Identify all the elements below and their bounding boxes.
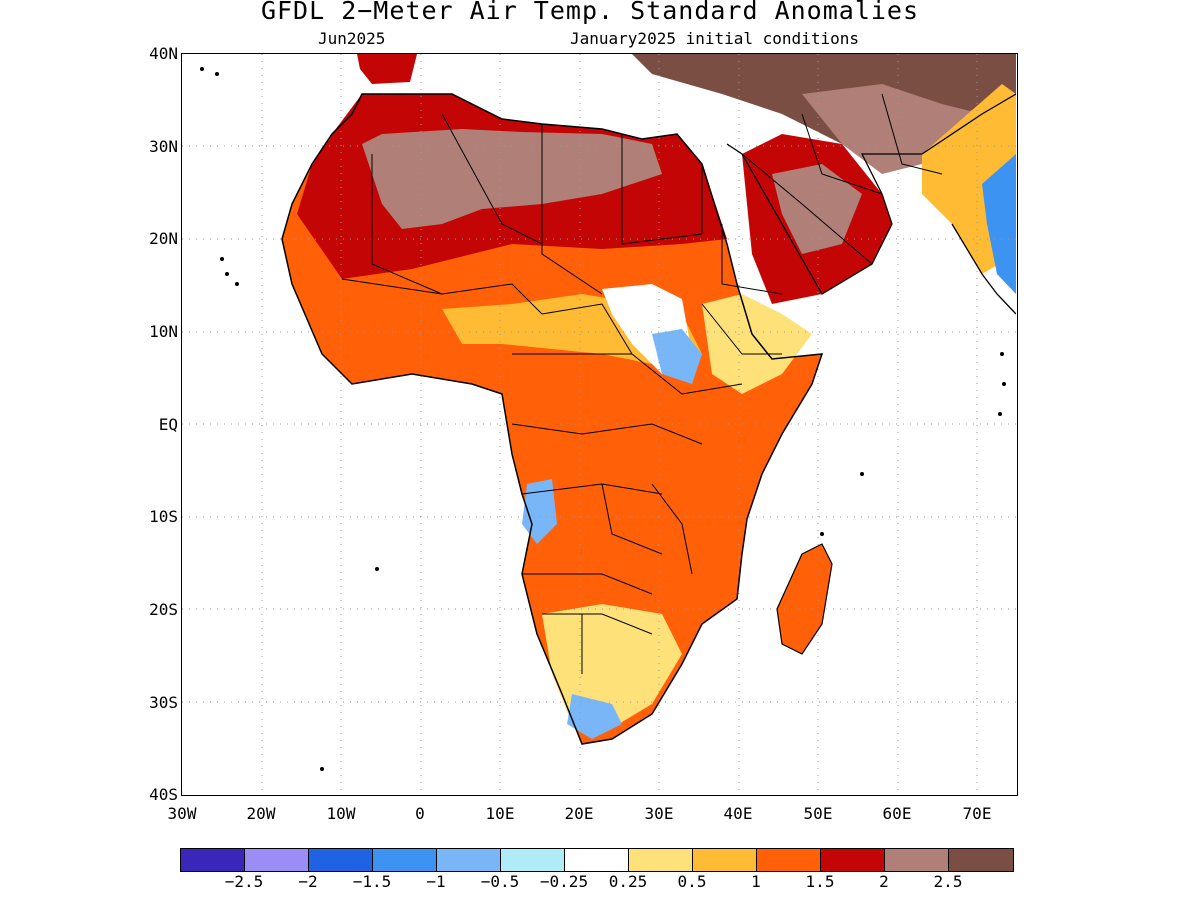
- country-borders: [341, 93, 943, 674]
- colorbar: [180, 848, 1014, 872]
- madagascar: [777, 544, 832, 654]
- land-shading: [282, 54, 1016, 744]
- colorbar-label: 2: [879, 872, 889, 891]
- colorbar-cell: [629, 849, 693, 871]
- lat-label-eq: EQ: [158, 415, 178, 434]
- small-islands: [200, 67, 1006, 771]
- colorbar-label: −0.5: [480, 872, 520, 891]
- colorbar-cell: [181, 849, 245, 871]
- south-blue: [567, 694, 622, 739]
- lon-label-70e: 70E: [962, 804, 992, 823]
- colorbar-label: 0.25: [608, 872, 648, 891]
- colorbar-cell: [949, 849, 1013, 871]
- colorbar-label: −2.5: [224, 872, 264, 891]
- colorbar-label: −2: [298, 872, 318, 891]
- colorbar-cell: [757, 849, 821, 871]
- lon-label-60e: 60E: [882, 804, 912, 823]
- colorbar-label: −1.5: [352, 872, 392, 891]
- sahara-brown: [362, 129, 662, 229]
- arabia-coastline: [726, 93, 1017, 295]
- lon-label-30e: 30E: [644, 804, 674, 823]
- colorbar-label: 1.5: [805, 872, 835, 891]
- colorbar-cell: [821, 849, 885, 871]
- map-panel: [181, 53, 1018, 796]
- lat-label-40s: 40S: [149, 785, 178, 804]
- colorbar-label: −1: [426, 872, 446, 891]
- lon-label-10w: 10W: [326, 804, 356, 823]
- map-title: GFDL 2−Meter Air Temp. Standard Anomalie…: [260, 0, 920, 25]
- lon-label-40e: 40E: [723, 804, 753, 823]
- colorbar-cell: [245, 849, 309, 871]
- africa-coastline: [281, 93, 824, 745]
- forecast-month: Jun2025: [318, 29, 386, 48]
- colorbar-cell: [437, 849, 501, 871]
- lat-label-40n: 40N: [149, 44, 178, 63]
- colorbar-cell: [309, 849, 373, 871]
- graticule: [182, 54, 1016, 794]
- colorbar-cell: [693, 849, 757, 871]
- colorbar-cell: [501, 849, 565, 871]
- colorbar-label: −0.25: [539, 872, 589, 891]
- madagascar-coastline: [776, 543, 833, 655]
- lon-label-0: 0: [415, 804, 425, 823]
- lon-label-20w: 20W: [246, 804, 276, 823]
- lat-label-20n: 20N: [149, 229, 178, 248]
- colorbar-cell: [885, 849, 949, 871]
- arabia-brown: [772, 164, 862, 254]
- horn-yellow: [702, 294, 812, 394]
- india-coastline: [951, 223, 1017, 315]
- india-blue: [982, 154, 1016, 294]
- colorbar-label: 0.5: [677, 872, 707, 891]
- colorbar-cell: [373, 849, 437, 871]
- iberia-red: [357, 54, 417, 84]
- colorbar-cell: [565, 849, 629, 871]
- lat-label-30n: 30N: [149, 137, 178, 156]
- lon-label-10e: 10E: [485, 804, 515, 823]
- lat-label-10s: 10S: [149, 507, 178, 526]
- colorbar-label: 2.5: [933, 872, 963, 891]
- lon-label-20e: 20E: [564, 804, 594, 823]
- central-blue: [652, 329, 702, 384]
- lat-label-20s: 20S: [149, 600, 178, 619]
- lat-label-30s: 30S: [149, 693, 178, 712]
- africa-anomaly-map: [182, 54, 1017, 794]
- lat-label-10n: 10N: [149, 322, 178, 341]
- lon-label-30w: 30W: [167, 804, 197, 823]
- initial-conditions: January2025 initial conditions: [570, 29, 859, 48]
- colorbar-label: 1: [751, 872, 761, 891]
- lon-label-50e: 50E: [803, 804, 833, 823]
